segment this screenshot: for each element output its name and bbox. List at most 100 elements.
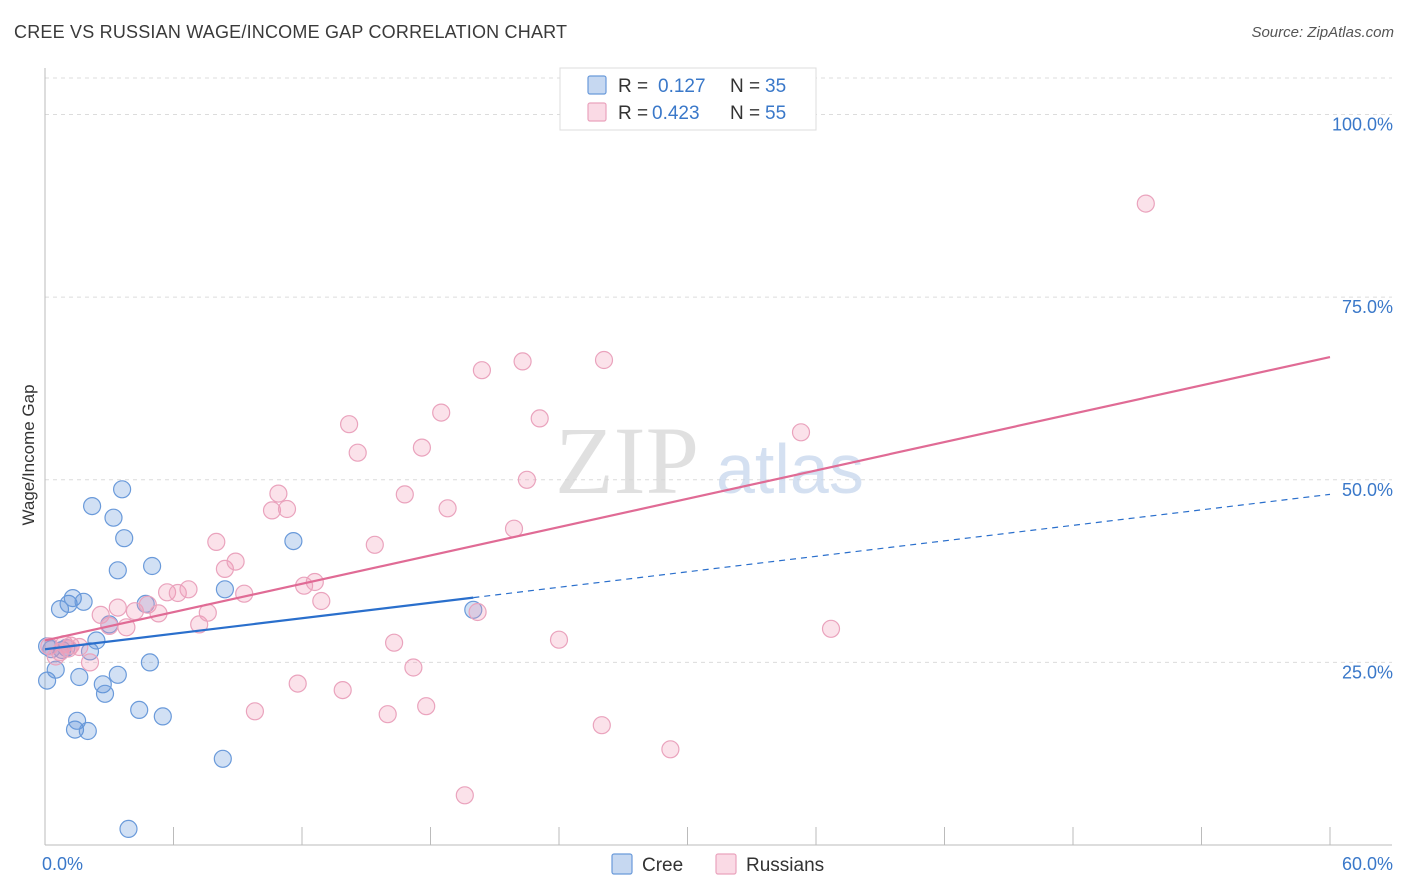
point-cree-12 bbox=[78, 721, 97, 741]
point-russians-22 bbox=[226, 552, 245, 571]
chart-source: Source: ZipAtlas.com bbox=[1251, 24, 1394, 41]
point-russians-27 bbox=[277, 499, 297, 519]
point-cree-10 bbox=[70, 667, 89, 687]
point-russians-39 bbox=[404, 658, 423, 677]
point-russians-37 bbox=[385, 633, 404, 652]
gridlines bbox=[45, 77, 1392, 663]
trend-line-cree bbox=[44, 596, 474, 651]
y-axis-label: Wage/Income Gap bbox=[19, 384, 38, 525]
legend-swatch-cree bbox=[587, 75, 607, 95]
point-russians-55 bbox=[791, 423, 811, 442]
point-cree-24 bbox=[119, 819, 138, 839]
stats-legend-box bbox=[559, 67, 817, 131]
point-cree-32 bbox=[284, 531, 303, 551]
trend-line-cree-extension bbox=[473, 493, 1331, 599]
point-cree-19 bbox=[104, 508, 123, 527]
point-cree-15 bbox=[87, 631, 106, 650]
axes bbox=[44, 68, 1392, 846]
x-tick-label-min: 0.0% bbox=[42, 854, 83, 874]
trend-lines bbox=[44, 355, 1331, 651]
point-russians-53 bbox=[594, 350, 614, 370]
point-russians-16 bbox=[168, 583, 187, 603]
legend-r-label-cree: R = bbox=[618, 76, 648, 97]
point-russians-21 bbox=[215, 559, 234, 579]
watermark-atlas: atlas bbox=[716, 430, 864, 508]
point-russians-0 bbox=[40, 637, 59, 656]
series-legend-swatch-cree bbox=[611, 853, 633, 875]
point-russians-10 bbox=[108, 598, 127, 617]
point-russians-32 bbox=[333, 680, 352, 700]
point-russians-38 bbox=[395, 485, 414, 504]
point-russians-42 bbox=[432, 403, 451, 422]
point-cree-17 bbox=[95, 684, 115, 703]
point-cree-2 bbox=[46, 660, 65, 679]
point-russians-26 bbox=[269, 484, 288, 503]
point-russians-50 bbox=[530, 409, 549, 428]
point-cree-23 bbox=[115, 529, 134, 548]
watermark: ZIP atlas bbox=[555, 407, 864, 514]
point-russians-33 bbox=[340, 415, 359, 434]
point-russians-23 bbox=[235, 584, 254, 603]
point-russians-57 bbox=[1136, 194, 1155, 213]
point-russians-56 bbox=[821, 619, 841, 638]
chart-title: CREE VS RUSSIAN WAGE/INCOME GAP CORRELAT… bbox=[14, 22, 568, 42]
point-russians-54 bbox=[661, 740, 680, 759]
y-tick-label-1: 50.0% bbox=[1342, 480, 1393, 500]
point-russians-45 bbox=[468, 602, 487, 622]
point-russians-34 bbox=[348, 443, 367, 462]
stats-legend: R = 0.127 N = 35 R = 0.423 N = 55 bbox=[559, 67, 817, 131]
point-russians-41 bbox=[417, 697, 436, 716]
point-russians-48 bbox=[513, 352, 532, 371]
point-russians-17 bbox=[179, 580, 198, 599]
point-russians-35 bbox=[365, 535, 384, 554]
y-tick-label-2: 75.0% bbox=[1342, 297, 1393, 317]
watermark-zip: ZIP bbox=[555, 407, 699, 514]
point-cree-11 bbox=[74, 592, 93, 611]
legend-r-value-cree: 0.127 bbox=[658, 76, 706, 97]
point-russians-36 bbox=[378, 705, 397, 724]
legend-n-label-russians: N = bbox=[730, 103, 760, 124]
point-russians-28 bbox=[288, 674, 307, 693]
x-tick-label-max: 60.0% bbox=[1342, 854, 1393, 874]
point-cree-31 bbox=[215, 580, 234, 599]
point-russians-44 bbox=[455, 786, 474, 805]
x-tick-labels: 0.0% 60.0% bbox=[42, 854, 1393, 874]
point-cree-29 bbox=[153, 707, 172, 726]
point-russians-7 bbox=[80, 653, 100, 672]
trend-line-russians bbox=[44, 355, 1331, 642]
point-cree-21 bbox=[108, 665, 127, 684]
point-cree-3 bbox=[50, 599, 70, 619]
point-russians-49 bbox=[517, 470, 537, 489]
legend-swatch-russians bbox=[587, 102, 607, 122]
series-legend-label-russians: Russians bbox=[746, 855, 824, 876]
point-russians-31 bbox=[312, 591, 331, 611]
point-russians-6 bbox=[70, 637, 89, 657]
point-cree-28 bbox=[143, 556, 162, 576]
point-cree-25 bbox=[130, 700, 149, 720]
point-cree-20 bbox=[108, 561, 127, 580]
series-legend-swatch-russians bbox=[715, 853, 737, 875]
point-russians-43 bbox=[438, 499, 457, 518]
point-russians-52 bbox=[592, 716, 611, 735]
series-legend-label-cree: Cree bbox=[642, 855, 683, 876]
point-russians-40 bbox=[412, 438, 431, 457]
legend-n-value-cree: 35 bbox=[765, 76, 786, 97]
point-cree-14 bbox=[82, 497, 102, 516]
legend-n-label-cree: N = bbox=[730, 76, 760, 97]
point-cree-7 bbox=[63, 588, 82, 608]
point-cree-22 bbox=[112, 480, 132, 499]
legend-r-label-russians: R = bbox=[618, 103, 648, 124]
y-tick-labels: 25.0% 50.0% 75.0% 100.0% bbox=[1332, 115, 1393, 683]
legend-n-value-russians: 55 bbox=[765, 103, 786, 124]
point-cree-30 bbox=[213, 749, 232, 768]
point-cree-27 bbox=[140, 653, 159, 672]
data-points bbox=[37, 194, 1155, 839]
legend-r-value-russians: 0.423 bbox=[652, 103, 700, 124]
y-tick-label-3: 100.0% bbox=[1332, 115, 1393, 135]
series-legend: Cree Russians bbox=[611, 853, 824, 876]
point-russians-20 bbox=[207, 532, 226, 552]
point-russians-24 bbox=[245, 702, 264, 721]
point-russians-51 bbox=[549, 630, 569, 649]
y-tick-label-0: 25.0% bbox=[1342, 662, 1393, 682]
